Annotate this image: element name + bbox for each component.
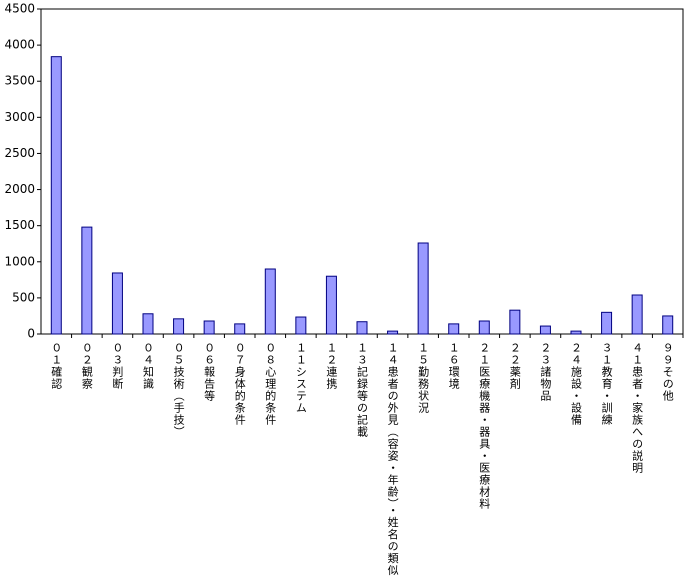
bar	[478, 320, 490, 335]
bar	[111, 272, 123, 335]
x-tick-label: ０１確認	[50, 342, 63, 390]
bar	[234, 323, 246, 335]
x-tick-label: ０８心理的条件	[264, 342, 277, 426]
bar	[387, 330, 399, 335]
bar	[662, 315, 674, 335]
bar	[295, 316, 307, 335]
x-tick-label: ３１教育・訓練	[600, 342, 613, 426]
bar	[570, 330, 582, 335]
x-tick-label: ２３諸物品	[539, 342, 552, 402]
x-tick-label: ０５技術（手技）	[172, 342, 185, 438]
bar	[539, 325, 551, 335]
bar	[81, 226, 93, 335]
x-tick-label: １２連携	[325, 342, 338, 390]
y-tick-label: 1000	[4, 254, 35, 268]
x-tick-label: ２４施設・設備	[570, 342, 583, 426]
y-tick-label: 1500	[4, 218, 35, 232]
bar	[325, 275, 337, 335]
x-tick-label: ０３判断	[111, 342, 124, 390]
x-tick-label: １６環境	[447, 342, 460, 390]
bar	[356, 321, 368, 335]
bar	[509, 309, 521, 335]
y-tick-label: 500	[12, 290, 35, 304]
x-tick-label: １３記録等の記載	[356, 342, 369, 438]
x-tick-label: １５勤務状況	[417, 342, 430, 414]
y-tick-label: 2000	[4, 182, 35, 196]
x-tick-label: ９９その他	[661, 342, 674, 402]
bar	[203, 320, 215, 335]
x-tick-label: １４患者の外見（容姿・年齢）・姓名の類似	[386, 342, 399, 577]
x-tick-label: ０４知識	[142, 342, 155, 390]
x-tick-label: １１システム	[294, 342, 307, 414]
y-tick-label: 4000	[4, 38, 35, 52]
y-tick-label: 4500	[4, 2, 35, 16]
bar	[631, 294, 643, 335]
x-tick-label: ４１患者・家族への説明	[631, 342, 644, 474]
bar	[417, 242, 429, 335]
x-tick-label: ０６報告等	[203, 342, 216, 402]
x-tick-label: ０７身体的条件	[233, 342, 246, 426]
bar	[142, 313, 154, 335]
x-tick-label: ０２観察	[80, 342, 93, 390]
y-tick-label: 3000	[4, 110, 35, 124]
x-tick-label: ２１医療機器・器具・医療材料	[478, 342, 491, 510]
y-tick-label: 0	[27, 327, 35, 341]
y-tick-label: 2500	[4, 146, 35, 160]
x-tick-label: ２２薬剤	[508, 342, 521, 390]
bar	[173, 318, 185, 335]
bar	[50, 56, 62, 335]
bar	[448, 323, 460, 335]
plot-frame	[40, 8, 684, 335]
bar	[264, 268, 276, 335]
y-tick-label: 3500	[4, 74, 35, 88]
bar	[601, 311, 613, 335]
